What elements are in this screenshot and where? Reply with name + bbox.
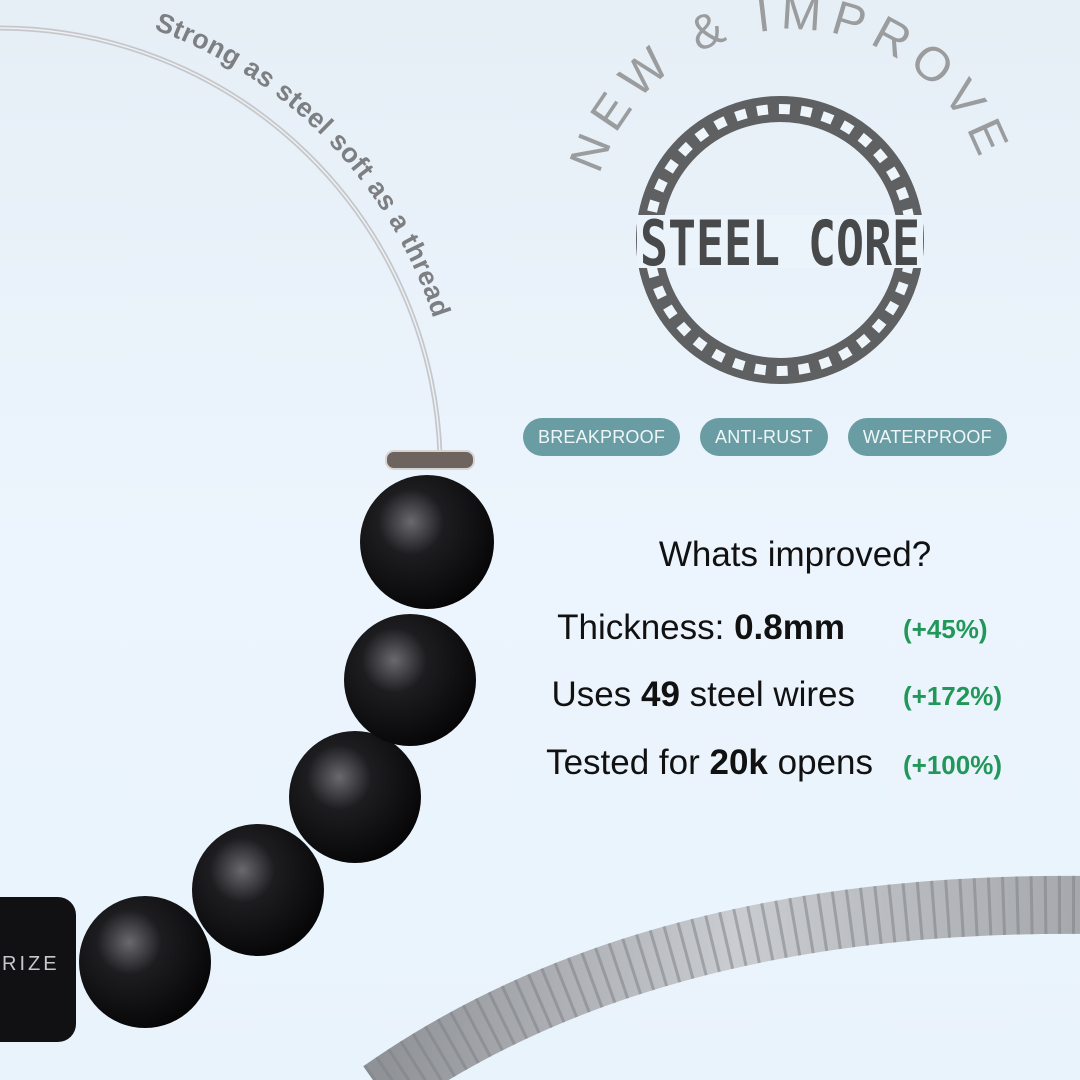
feature-tags: BREAKPROOF ANTI-RUST WATERPROOF [523, 418, 1007, 456]
steel-wire [0, 25, 443, 456]
improvement-row-opens: Tested for 20k opens [546, 743, 873, 782]
twisted-wire-closeup [363, 875, 1080, 1080]
bead [79, 896, 211, 1028]
improvement-row-wires: Uses 49 steel wires [551, 675, 855, 714]
bead [344, 614, 476, 746]
clasp-brand: RIZE [2, 953, 60, 975]
clasp [0, 897, 76, 1042]
bead [289, 731, 421, 863]
tag-waterproof: WATERPROOF [847, 418, 1007, 456]
improvement-change: (+172%) [903, 681, 1002, 711]
tag-anti-rust: ANTI-RUST [700, 418, 828, 456]
improvement-row-thickness: Thickness: 0.8mm [557, 608, 845, 647]
bead [360, 475, 494, 609]
bead [192, 824, 324, 956]
tag-breakproof: BREAKPROOF [523, 418, 681, 456]
improvement-change: (+45%) [903, 614, 988, 644]
improvements-heading: Whats improved? [658, 535, 932, 574]
improvement-change: (+100%) [903, 750, 1002, 780]
badge-logo-text: STEEL CORE [640, 207, 920, 280]
wire-end-cap [385, 450, 475, 470]
tagline-text: Strong as steel soft as a thread [152, 7, 457, 321]
